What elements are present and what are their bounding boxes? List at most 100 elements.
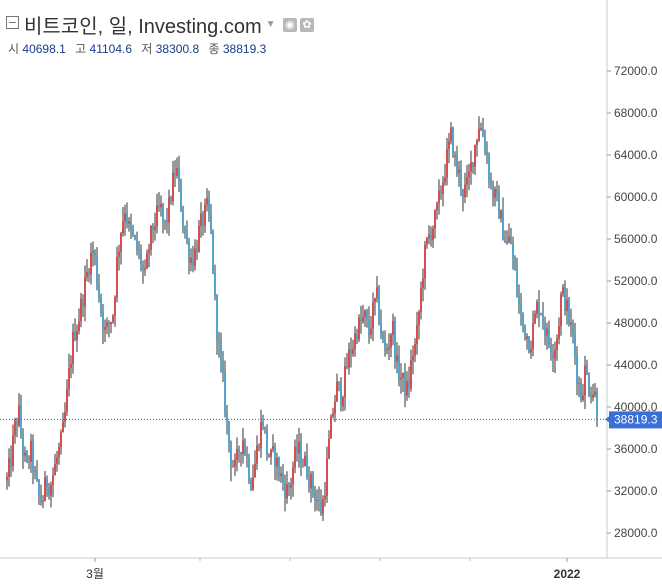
y-tick-label: 64000.0 [614, 148, 658, 162]
y-tick-label: 52000.0 [614, 274, 658, 288]
candle-body [46, 477, 48, 488]
candle-body [364, 310, 366, 318]
candle-body [596, 391, 598, 420]
candle-body [92, 251, 94, 253]
candle-body [258, 445, 260, 449]
candle-body [438, 190, 440, 204]
y-tick-label: 72000.0 [614, 64, 658, 78]
candle-body [450, 127, 452, 141]
chevron-down-icon[interactable]: ▼ [265, 19, 276, 30]
candle-body [172, 172, 174, 202]
candle-body [506, 241, 508, 243]
candle-body [102, 312, 104, 330]
candle-body [154, 226, 156, 231]
candle-body [494, 188, 496, 198]
candle-body [166, 220, 168, 223]
candle-body [468, 171, 470, 178]
eye-icon[interactable]: ◉ [282, 17, 297, 32]
candle-body [136, 238, 138, 251]
high-label: 고 [75, 42, 87, 56]
candle-body [118, 251, 120, 257]
low-label: 저 [141, 42, 153, 56]
candle-body [132, 228, 134, 236]
candle-body [570, 322, 572, 325]
y-tick-label: 68000.0 [614, 106, 658, 120]
candle-body [260, 421, 262, 449]
candle-body [300, 441, 302, 466]
candle-body [402, 372, 404, 378]
candle-body [550, 344, 552, 354]
candle-body [204, 204, 206, 226]
candle-body [196, 248, 198, 252]
candle-body [590, 394, 592, 398]
candle-body [194, 248, 196, 266]
candle-body [158, 205, 160, 208]
candle-body [134, 235, 136, 239]
candle-body [144, 268, 146, 271]
candle-body [26, 452, 28, 461]
candle-body [466, 177, 468, 185]
candle-body [404, 372, 406, 396]
candle-body [576, 354, 578, 384]
candle-body [320, 500, 322, 515]
candle-body [264, 426, 266, 430]
candle-body [124, 213, 126, 222]
candle-body [96, 257, 98, 284]
candle-body [408, 380, 410, 389]
candle-body [444, 177, 446, 183]
candle-body [100, 297, 102, 313]
candle-body [530, 348, 532, 353]
candle-body [448, 140, 450, 149]
candle-body [68, 368, 70, 390]
candle-body [490, 179, 492, 185]
candle-body [270, 449, 272, 458]
candle-body [182, 210, 184, 227]
candle-body [396, 355, 398, 362]
candle-body [412, 355, 414, 361]
candle-body [232, 466, 234, 468]
y-tick-label: 56000.0 [614, 232, 658, 246]
candle-body [340, 382, 342, 407]
candle-body [382, 333, 384, 340]
candle-body [78, 320, 80, 332]
candle-body [330, 416, 332, 439]
candle-body [422, 278, 424, 289]
candle-body [538, 301, 540, 314]
candle-body [346, 365, 348, 369]
candle-body [372, 302, 374, 329]
candle-body [292, 467, 294, 485]
candle-body [242, 440, 244, 455]
candle-body [48, 487, 50, 496]
candle-body [378, 287, 380, 323]
candle-body [358, 317, 360, 340]
candle-body [338, 381, 340, 383]
candle-body [148, 249, 150, 254]
candle-body [478, 128, 480, 141]
candle-body [234, 459, 236, 467]
candle-body [190, 257, 192, 263]
candle-body [594, 391, 596, 395]
candles-layer [6, 116, 598, 521]
candle-body [126, 213, 128, 224]
candle-body [324, 496, 326, 500]
candle-body [110, 321, 112, 325]
candle-body [84, 277, 86, 307]
candle-body [458, 169, 460, 173]
candle-body [316, 500, 318, 502]
price-axis: 28000.0 32000.0 36000.0 40000.0 44000.0 48000… [0, 0, 662, 559]
candle-body [504, 240, 506, 243]
candle-body [352, 348, 354, 355]
candle-body [474, 145, 476, 167]
gear-icon[interactable]: ✿ [299, 17, 314, 32]
candle-body [584, 365, 586, 396]
candle-body [230, 442, 232, 467]
candle-body [240, 452, 242, 455]
candle-body [248, 457, 250, 481]
collapse-icon[interactable] [6, 16, 19, 29]
candle-body [38, 480, 40, 495]
candle-body [512, 244, 514, 258]
candle-body [252, 476, 254, 490]
candle-body [368, 319, 370, 335]
candle-body [188, 241, 190, 263]
